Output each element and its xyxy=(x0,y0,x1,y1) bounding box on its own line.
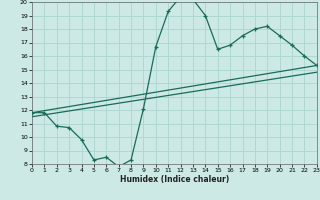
X-axis label: Humidex (Indice chaleur): Humidex (Indice chaleur) xyxy=(120,175,229,184)
